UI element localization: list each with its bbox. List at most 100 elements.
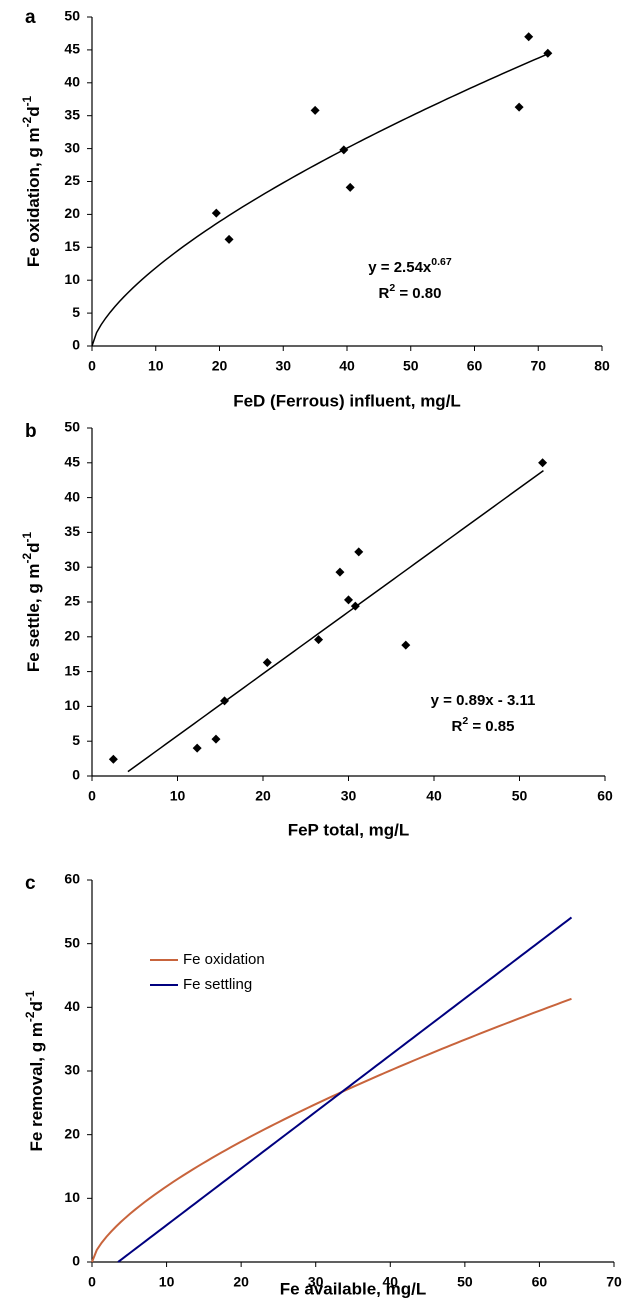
y-tick-label: 20 [64, 1125, 80, 1141]
x-tick-label: 10 [170, 788, 186, 804]
point [335, 567, 345, 577]
y-tick-label: 10 [64, 1189, 80, 1205]
panel-label: b [25, 421, 37, 442]
y-tick-label: 5 [72, 304, 80, 320]
equation-part: 0.67 [431, 256, 452, 268]
y-tick-label: 45 [64, 454, 80, 470]
y-tick-label: 0 [72, 1253, 80, 1269]
y-tick-label: 30 [64, 1062, 80, 1078]
x-tick-label: 60 [467, 358, 483, 374]
point [314, 635, 324, 645]
y-tick-label: 35 [64, 523, 80, 539]
y-axis-title-part: -1 [20, 95, 34, 106]
point [108, 754, 118, 764]
y-axis-title-part: Fe settle, g m [24, 563, 43, 672]
y-tick-label: 0 [72, 767, 80, 783]
point [339, 145, 349, 155]
y-tick-label: 15 [64, 238, 80, 254]
point [344, 595, 353, 605]
x-tick-label: 0 [88, 1274, 96, 1290]
y-tick-label: 25 [64, 172, 80, 188]
fit-line [117, 916, 573, 1263]
legend-label: Fe settling [183, 976, 252, 993]
equation: R2 = 0.85 [452, 715, 515, 735]
point [524, 32, 534, 42]
y-tick-label: 45 [64, 41, 80, 57]
point [192, 743, 202, 753]
x-tick-label: 40 [382, 1274, 398, 1290]
fit-line [127, 469, 544, 773]
equation-part: 2 [389, 282, 395, 294]
y-tick-label: 20 [64, 628, 80, 644]
y-tick-label: 0 [72, 337, 80, 353]
x-axis-title: FeD (Ferrous) influent, mg/L [233, 391, 461, 410]
equation-part: R [452, 718, 463, 735]
y-axis-title-part: -1 [23, 990, 37, 1001]
y-tick-label: 10 [64, 697, 80, 713]
y-tick-label: 50 [64, 419, 80, 435]
y-axis-title: Fe oxidation, g m-2d-1 [20, 95, 43, 267]
equation-part: R [379, 285, 390, 302]
x-tick-label: 60 [597, 788, 613, 804]
point [354, 547, 364, 557]
fit-line [91, 53, 549, 347]
point [401, 640, 411, 650]
equation-part: y = 0.89x - 3.11 [431, 692, 536, 709]
y-tick-label: 25 [64, 593, 80, 609]
point [345, 182, 355, 192]
point [220, 696, 230, 706]
equation-part: = 0.85 [468, 718, 514, 735]
x-tick-label: 30 [275, 358, 291, 374]
x-axis-title: Fe available, mg/L [280, 1279, 426, 1298]
x-tick-label: 0 [88, 788, 96, 804]
point [538, 458, 548, 468]
x-tick-label: 60 [532, 1274, 548, 1290]
y-tick-label: 20 [64, 205, 80, 221]
x-tick-label: 10 [159, 1274, 175, 1290]
x-tick-label: 70 [606, 1274, 622, 1290]
point [350, 601, 360, 611]
y-axis-title-part: -2 [20, 552, 34, 563]
y-axis-title-part: -1 [20, 532, 34, 543]
x-tick-label: 20 [255, 788, 271, 804]
y-tick-label: 15 [64, 662, 80, 678]
y-tick-label: 30 [64, 139, 80, 155]
y-axis-title-part: d [24, 542, 43, 552]
point [543, 48, 553, 58]
x-tick-label: 20 [212, 358, 228, 374]
y-axis-title-part: -2 [23, 1011, 37, 1022]
y-tick-label: 50 [64, 934, 80, 950]
y-axis-title-part: d [27, 1001, 46, 1011]
x-tick-label: 70 [530, 358, 546, 374]
x-tick-label: 40 [339, 358, 355, 374]
y-tick-label: 35 [64, 106, 80, 122]
y-axis-title-part: Fe oxidation, g m [24, 127, 43, 267]
equation-part: 2 [462, 715, 468, 727]
y-axis-title-part: Fe removal, g m [27, 1022, 46, 1151]
y-tick-label: 50 [64, 8, 80, 24]
y-axis-title-part: d [24, 106, 43, 116]
x-tick-label: 30 [308, 1274, 324, 1290]
point [310, 105, 320, 115]
y-axis-title: Fe removal, g m-2d-1 [23, 990, 46, 1151]
y-tick-label: 40 [64, 74, 80, 90]
equation-part: y = 2.54x [368, 259, 432, 276]
x-tick-label: 50 [512, 788, 528, 804]
x-tick-label: 30 [341, 788, 357, 804]
x-axis-title: FeP total, mg/L [288, 820, 410, 839]
equation: y = 0.89x - 3.11 [431, 692, 536, 709]
x-tick-label: 10 [148, 358, 164, 374]
y-tick-label: 60 [64, 871, 80, 887]
legend-label: Fe oxidation [183, 951, 265, 968]
fit-line [91, 997, 572, 1263]
y-axis-title: Fe settle, g m-2d-1 [20, 532, 43, 673]
x-tick-label: 40 [426, 788, 442, 804]
x-tick-label: 20 [233, 1274, 249, 1290]
y-tick-label: 40 [64, 998, 80, 1014]
point [224, 234, 234, 244]
equation: R2 = 0.80 [379, 282, 442, 302]
equation: y = 2.54x0.67 [368, 256, 452, 276]
x-tick-label: 80 [594, 358, 610, 374]
y-tick-label: 30 [64, 558, 80, 574]
